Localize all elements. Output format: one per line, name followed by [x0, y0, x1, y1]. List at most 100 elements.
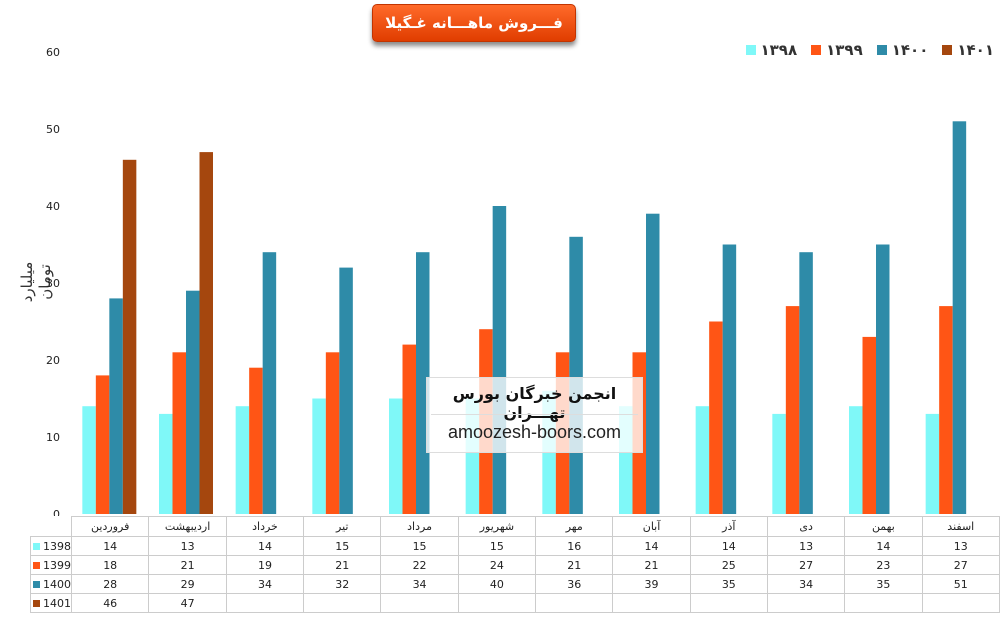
- legend-item-1399: ۱۳۹۹: [811, 41, 863, 59]
- bar-1400-10: [799, 252, 813, 514]
- table-cell: [921, 593, 1000, 613]
- bar-1400-11: [876, 244, 890, 514]
- table-cell: 35: [844, 574, 923, 594]
- bar-1399-9: [709, 321, 723, 514]
- table-cell: 27: [766, 555, 846, 575]
- legend-label: ۱۴۰۱: [957, 41, 994, 59]
- table-cell: 15: [457, 536, 537, 556]
- table-cell: [689, 593, 768, 613]
- bar-1399-10: [785, 306, 800, 514]
- table-corner: [30, 516, 72, 537]
- x-tick-label: مرداد: [380, 516, 459, 537]
- bar-1398-5: [389, 398, 403, 514]
- x-tick-label: تیر: [303, 516, 382, 537]
- table-cell: 46: [70, 593, 150, 613]
- bar-1398-10: [772, 413, 786, 514]
- bar-1400-12: [952, 121, 967, 515]
- table-row-series-name: 1398: [43, 539, 71, 553]
- bar-1399-5: [402, 344, 416, 514]
- table-cell: 27: [921, 555, 1000, 575]
- y-tick-label: 50: [46, 123, 60, 136]
- table-cell: [535, 593, 614, 613]
- bar-1399-1: [95, 375, 110, 514]
- table-row-header: 1399: [30, 555, 72, 575]
- table-cell: 13: [766, 536, 846, 556]
- y-tick-label: 20: [46, 354, 60, 367]
- bar-1399-11: [862, 336, 876, 514]
- legend-swatch: [811, 45, 822, 55]
- table-cell: 29: [148, 574, 227, 594]
- table-cell: 15: [380, 536, 459, 556]
- table-row-series-name: 1401: [43, 596, 71, 610]
- bar-1400-6: [492, 206, 507, 514]
- table-cell: 28: [70, 574, 150, 594]
- table-cell: 32: [303, 574, 382, 594]
- table-row: 1399 18 21 19 21 22 24 21 21 25 27 23 27: [30, 555, 1000, 575]
- x-tick-label: فروردین: [70, 516, 150, 537]
- legend-item-1401: ۱۴۰۱: [942, 41, 994, 59]
- table-cell: 14: [689, 536, 768, 556]
- table-cell: [844, 593, 923, 613]
- table-cell: [380, 593, 459, 613]
- table-cell: 19: [225, 555, 305, 575]
- legend-item-1398: ۱۳۹۸: [745, 41, 798, 59]
- y-tick-label: 0: [53, 508, 60, 516]
- table-cell: 25: [689, 555, 768, 575]
- bar-1398-2: [159, 413, 173, 514]
- table-cell: 14: [70, 536, 150, 556]
- table-row-swatch: [33, 543, 40, 550]
- table-cell: 13: [921, 536, 1000, 556]
- table-cell: 18: [70, 555, 150, 575]
- legend-label: ۱۴۰۰: [891, 41, 929, 59]
- legend: ۱۳۹۸ ۱۳۹۹ ۱۴۰۰ ۱۴۰۱: [745, 40, 994, 60]
- table-cell: 14: [612, 536, 691, 556]
- watermark-title: انجمن خبرگان بورس تهـــران: [452, 384, 617, 422]
- y-tick-label: 60: [46, 46, 60, 59]
- bar-1401-2: [199, 152, 213, 514]
- table-cell: 21: [303, 555, 382, 575]
- bar-1401-1: [122, 159, 137, 515]
- table-cell: 34: [225, 574, 305, 594]
- table-row-header: 1398: [30, 536, 72, 556]
- table-cell: 16: [535, 536, 614, 556]
- table-cell: [303, 593, 382, 613]
- bar-1399-4: [325, 352, 340, 514]
- legend-swatch: [876, 45, 887, 55]
- watermark: انجمن خبرگان بورس تهـــران amoozesh-boor…: [426, 377, 643, 453]
- table-cell: 47: [148, 593, 227, 613]
- table-row-series-name: 1400: [43, 577, 71, 591]
- bar-1398-1: [82, 406, 96, 514]
- bar-chart: 0 10 20 30 40 50 60: [46, 46, 967, 516]
- x-tick-label: بهمن: [844, 516, 923, 537]
- table-cell: 13: [148, 536, 227, 556]
- legend-item-1400: ۱۴۰۰: [876, 41, 929, 59]
- table-cell: 14: [844, 536, 923, 556]
- table-cell: 15: [303, 536, 382, 556]
- table-row-swatch: [33, 600, 40, 607]
- x-tick-label: آبان: [612, 516, 691, 537]
- chart-title: فـــروش ماهـــانه غـگیلا: [372, 4, 576, 42]
- table-cell: 40: [457, 574, 537, 594]
- x-tick-label: اسفند: [921, 516, 1000, 537]
- bar-1399-3: [249, 367, 263, 514]
- table-cell: 39: [612, 574, 691, 594]
- y-tick-label: 40: [46, 200, 60, 213]
- table-cell: [612, 593, 691, 613]
- legend-label: ۱۳۹۸: [760, 41, 798, 59]
- bar-1398-11: [849, 406, 863, 514]
- table-row-swatch: [33, 562, 40, 569]
- bar-1400-3: [262, 252, 277, 514]
- data-table: فروردین اردیبهشت خرداد تیر مرداد شهریور مهر آبا…: [30, 516, 1000, 613]
- x-tick-label: آذر: [689, 516, 768, 537]
- x-tick-label: خرداد: [225, 516, 305, 537]
- x-tick-label: دی: [766, 516, 846, 537]
- legend-label: ۱۳۹۹: [826, 41, 863, 59]
- bar-1398-9: [695, 406, 710, 514]
- table-cell: 51: [921, 574, 1000, 594]
- bar-1400-7: [569, 236, 583, 515]
- bar-1398-12: [925, 413, 940, 514]
- table-row: 1401 46 47: [30, 593, 1000, 613]
- table-row: 1400 28 29 34 32 34 40 36 39 35 34 35 51: [30, 574, 1000, 594]
- table-cell: 24: [457, 555, 537, 575]
- x-tick-label: مهر: [535, 516, 614, 537]
